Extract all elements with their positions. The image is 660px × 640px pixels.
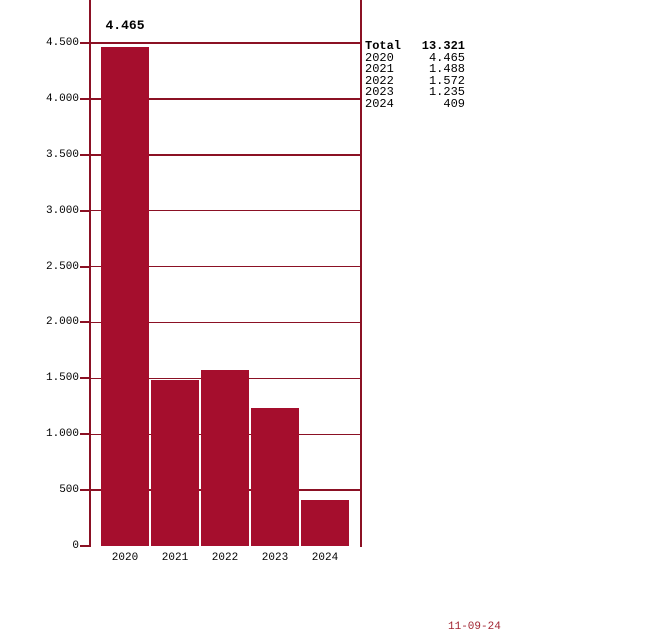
report-date: 11-09-24 — [448, 621, 501, 633]
x-tick-label: 2022 — [211, 552, 239, 564]
y-tick — [80, 321, 91, 324]
y-tick — [80, 42, 91, 44]
legend-row: 2021 1.488 — [365, 62, 465, 77]
gridline — [90, 98, 361, 100]
legend-row-label: 2023 — [365, 85, 394, 100]
gridline — [90, 321, 361, 324]
legend-total-label: Total — [365, 39, 402, 53]
y-tick-label: 4.500 — [45, 37, 79, 49]
x-tick-label: 2021 — [161, 552, 189, 564]
plot-right-border — [360, 0, 362, 547]
legend-row: 2024 409 — [365, 96, 465, 111]
legend-row: 2023 1.235 — [365, 87, 465, 99]
y-tick-label: 0 — [72, 540, 79, 552]
y-tick — [80, 265, 91, 268]
y-axis-line — [89, 0, 91, 547]
y-tick — [80, 97, 91, 100]
legend-row: 2020 4.465 — [365, 50, 465, 65]
gridline — [90, 209, 361, 212]
bar-2021 — [151, 379, 199, 546]
x-tick-label: 2020 — [111, 552, 139, 564]
gridline — [90, 265, 361, 268]
legend-row-value: 1.572 — [428, 73, 465, 88]
y-tick-label: 2.000 — [45, 316, 79, 329]
y-tick-label: 1.000 — [45, 428, 79, 441]
legend-row-label: 2021 — [365, 62, 394, 77]
legend-row-value: 1.235 — [428, 85, 465, 100]
legend-row-label: 2020 — [365, 50, 394, 65]
y-tick-label: 500 — [59, 484, 79, 497]
y-tick-label: 1.500 — [45, 372, 79, 385]
gridline — [90, 154, 361, 156]
x-tick-label: 2024 — [311, 552, 339, 564]
y-tick-label: 3.500 — [45, 148, 79, 161]
y-tick-label: 4.000 — [45, 92, 79, 105]
y-tick — [80, 153, 91, 156]
y-tick — [80, 489, 91, 492]
bar-2020 — [101, 46, 149, 546]
y-tick — [80, 377, 91, 380]
y-tick-label: 3.000 — [45, 204, 79, 217]
legend-row-label: 2024 — [365, 96, 394, 111]
legend-rows: 2020 4.465 2021 1.488 2022 1.572 2023 1.235 2024… — [365, 50, 465, 111]
y-tick-label: 2.500 — [45, 260, 79, 273]
y-tick — [80, 209, 91, 212]
legend-row-value: 4.465 — [428, 50, 465, 65]
bar-2022 — [201, 370, 249, 546]
bar-value-label: 4.465 — [105, 18, 145, 33]
y-tick — [80, 433, 91, 436]
legend-total-value: 13.321 — [421, 39, 465, 53]
bar-2023 — [251, 408, 299, 546]
legend-row: 2022 1.572 — [365, 73, 465, 88]
legend: Total 13.321 2020 4.465 2021 1.488 2022 1.572… — [365, 39, 465, 111]
bar-2024 — [301, 500, 349, 546]
legend-row-label: 2022 — [365, 73, 394, 88]
legend-row-value: 1.488 — [428, 62, 465, 77]
legend-row-value: 409 — [443, 96, 465, 111]
x-tick-label: 2023 — [261, 552, 289, 564]
gridline — [90, 42, 361, 44]
y-tick — [80, 545, 91, 547]
legend-total-row: Total 13.321 — [365, 39, 465, 53]
